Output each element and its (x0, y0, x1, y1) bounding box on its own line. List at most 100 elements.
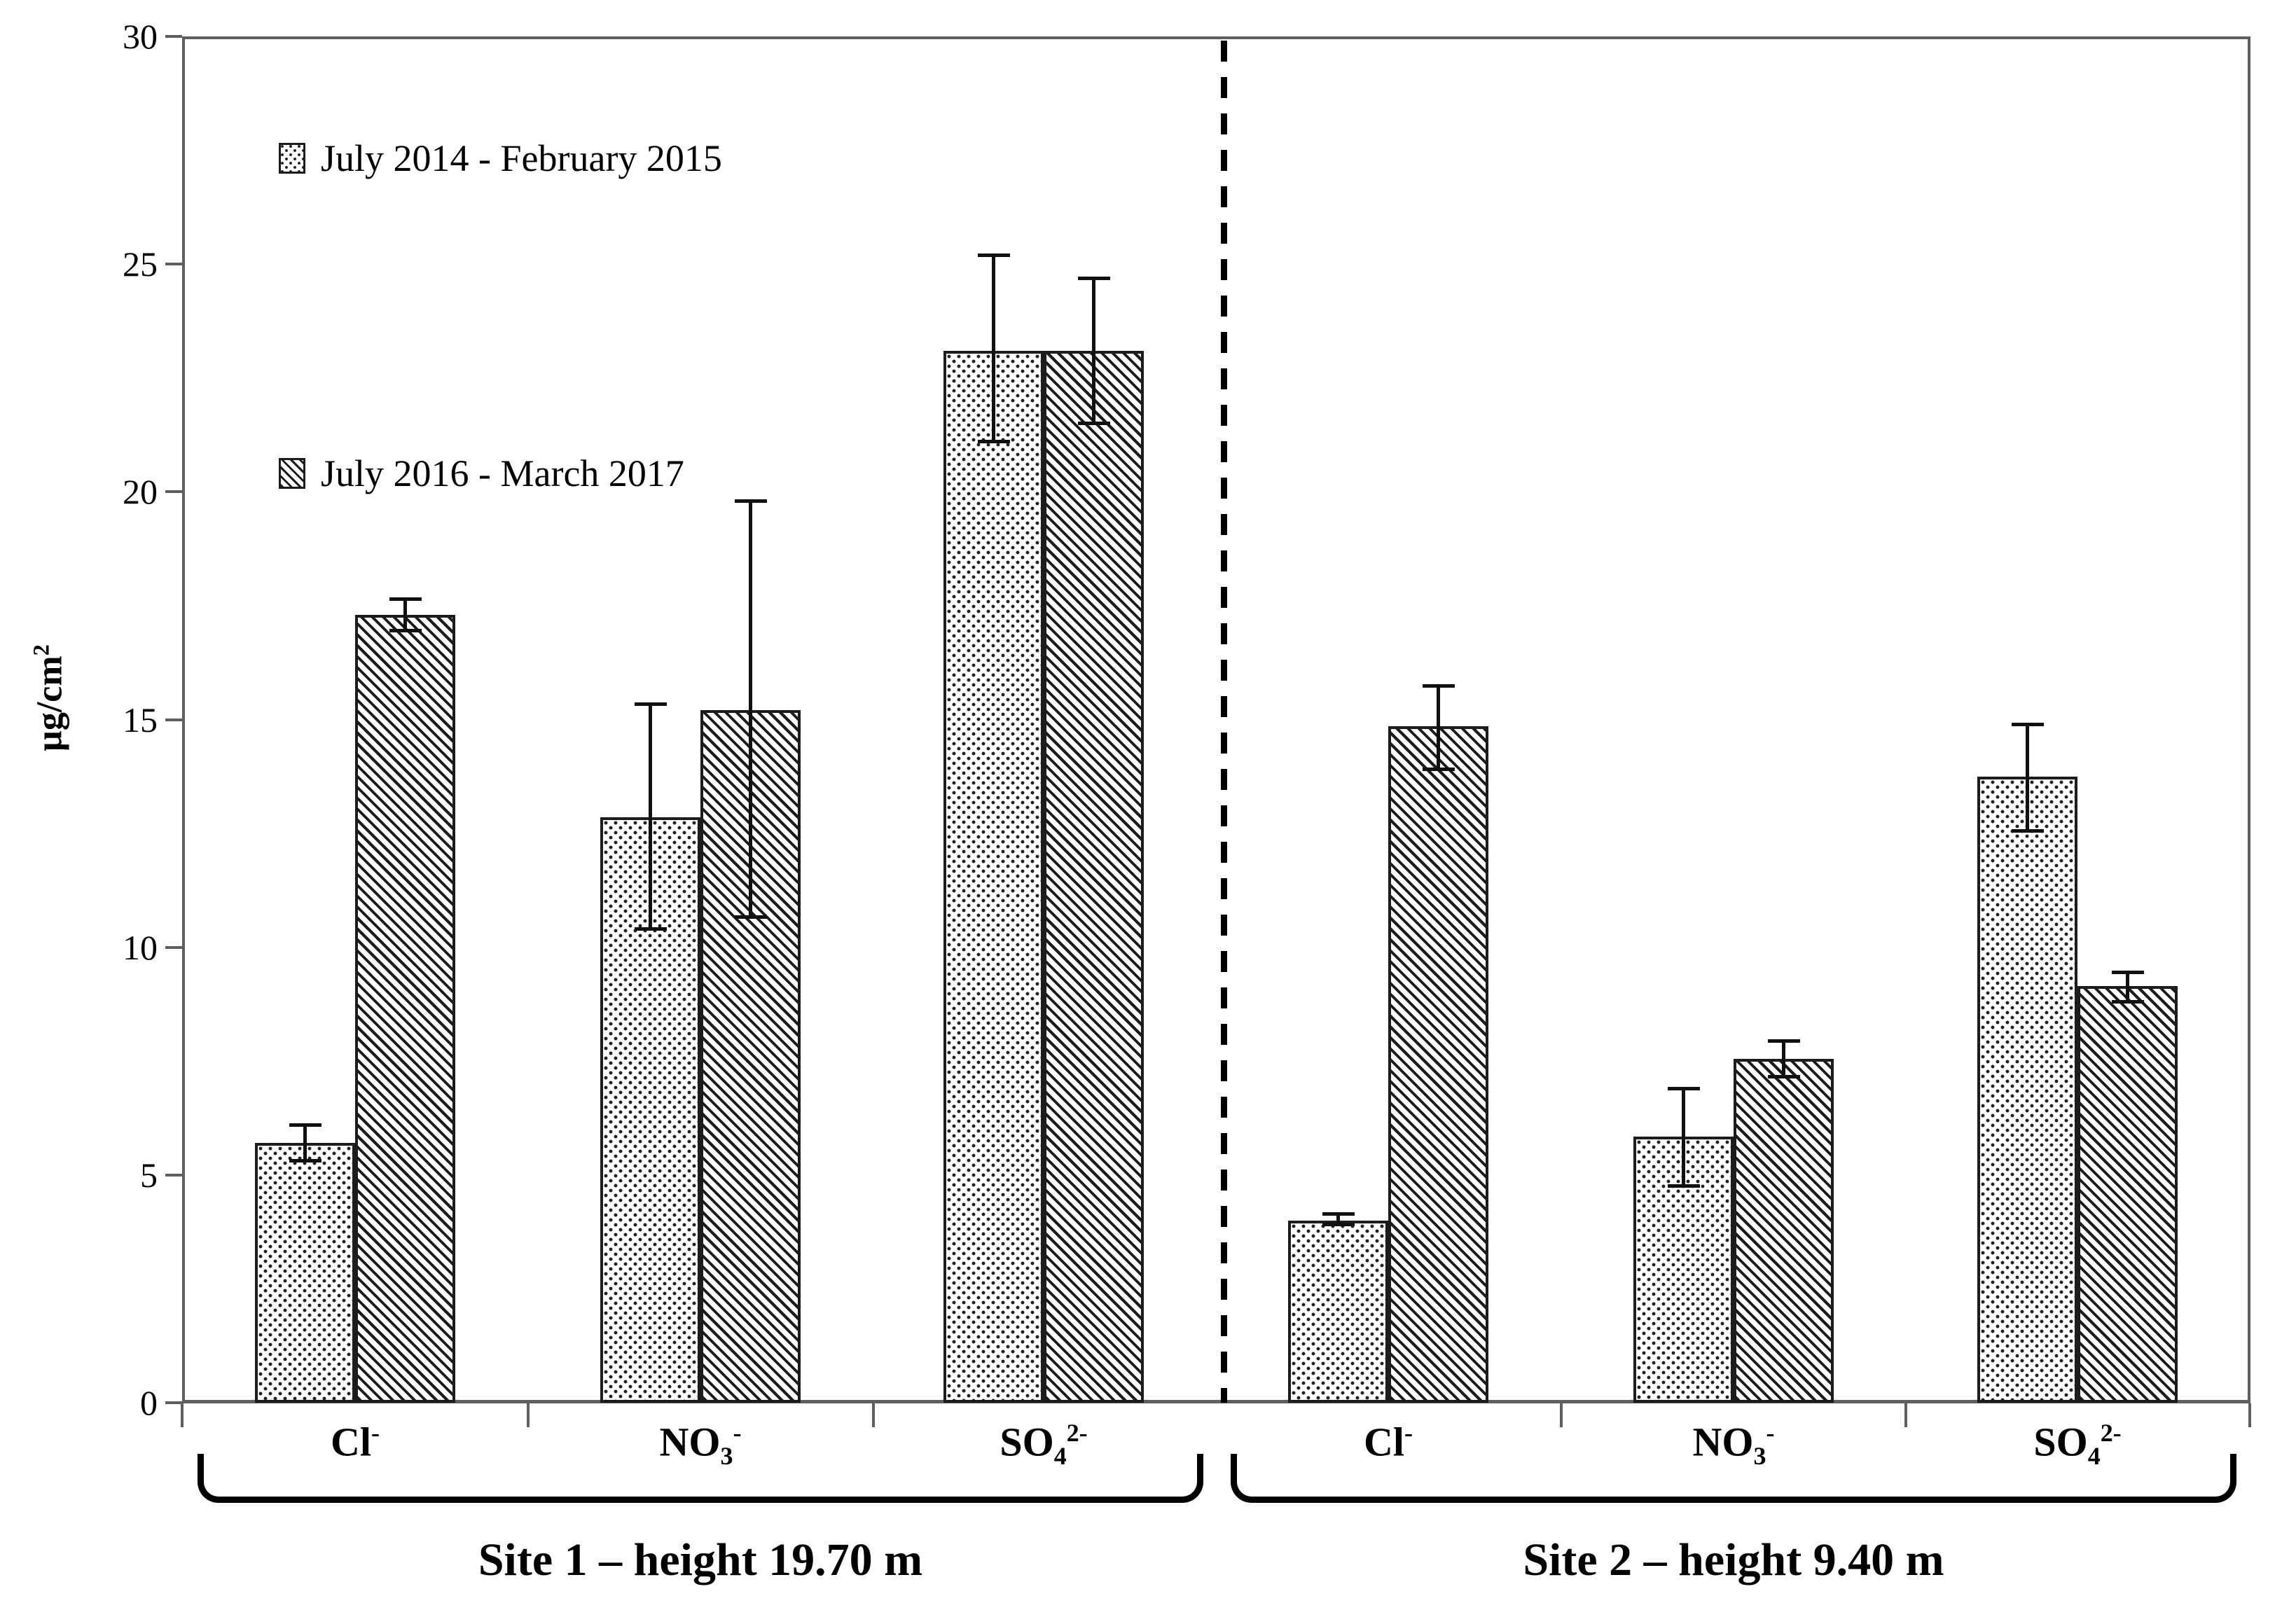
ion-symbol: SO (2033, 1419, 2088, 1465)
y-axis-tick (165, 945, 182, 949)
error-bar-cap-bottom (389, 628, 422, 632)
error-bar-line (749, 501, 752, 918)
ion-subscript: 3 (720, 1441, 733, 1470)
ion-subscript: 4 (1053, 1441, 1067, 1470)
error-bar-cap-bottom (1422, 768, 1455, 772)
error-bar-line (1782, 1040, 1785, 1077)
category-label-SO42-: SO42- (2033, 1410, 2121, 1478)
y-axis-tick (165, 263, 182, 266)
error-bar-line (1682, 1088, 1685, 1187)
y-axis-tick (165, 718, 182, 721)
error-bar-cap-bottom (1322, 1223, 1355, 1227)
x-axis-tick (1559, 1403, 1563, 1427)
ion-superscript: 2- (1066, 1419, 1088, 1447)
error-bar-line (992, 255, 995, 442)
site2-label: Site 2 – height 9.40 m (1523, 1534, 1944, 1585)
error-bar-cap-bottom (2111, 999, 2144, 1004)
ion-superscript: - (1766, 1419, 1775, 1447)
y-axis-tick (165, 35, 182, 38)
category-label-NO3-: NO3- (660, 1410, 742, 1478)
bar-2016-SO42- (2077, 985, 2178, 1403)
error-bar-cap-top (1077, 276, 1110, 280)
error-bar-line (1437, 685, 1440, 770)
y-axis-tick-label: 10 (123, 927, 158, 967)
ion-symbol: SO (1000, 1419, 1054, 1465)
error-bar-cap-top (734, 499, 767, 504)
x-axis-tick (1904, 1403, 1907, 1427)
ion-symbol: Cl (331, 1419, 372, 1465)
y-axis-tick-label: 0 (140, 1383, 158, 1422)
error-bar-cap-bottom (1667, 1184, 1700, 1188)
bar-2016-NO3- (1734, 1058, 1834, 1403)
x-axis-tick (2248, 1403, 2251, 1427)
y-axis-title: µg/cm2 (21, 558, 69, 838)
legend-swatch-hatch-icon (279, 458, 305, 489)
legend-label-2016-2017: July 2016 - March 2017 (321, 452, 684, 494)
bar-2014-Cl- (1288, 1220, 1388, 1403)
legend-item-2016-2017: July 2016 - March 2017 (279, 452, 684, 494)
error-bar-cap-top (1767, 1039, 1800, 1043)
y-axis-title-sup: 2 (28, 644, 54, 656)
error-bar-cap-top (1322, 1212, 1355, 1216)
ion-symbol: NO (1692, 1419, 1754, 1465)
error-bar-cap-top (2011, 723, 2044, 726)
y-axis-tick-label: 30 (123, 17, 158, 56)
error-bar-line (1092, 277, 1095, 424)
ion-subscript: 4 (2087, 1441, 2101, 1470)
x-axis-tick (526, 1403, 530, 1427)
error-bar-cap-bottom (2011, 828, 2044, 833)
y-axis-tick-label: 20 (123, 472, 158, 512)
error-bar-cap-bottom (634, 927, 667, 931)
error-bar-cap-top (977, 254, 1010, 258)
error-bar-line (403, 599, 407, 631)
ion-superscript: - (371, 1419, 380, 1447)
category-label-Cl-: Cl- (331, 1410, 380, 1464)
error-bar-line (649, 703, 652, 929)
error-bar-cap-bottom (1077, 421, 1110, 425)
y-axis-tick-label: 25 (123, 244, 158, 284)
bar-2014-SO42- (1977, 776, 2077, 1403)
plot-area (182, 36, 2250, 1403)
bar-2014-SO42- (943, 350, 1044, 1403)
bar-2016-Cl- (1388, 726, 1488, 1403)
ion-superscript: 2- (2100, 1419, 2122, 1447)
x-axis-tick (871, 1403, 875, 1427)
error-bar-cap-bottom (977, 439, 1010, 443)
error-bar-cap-top (1667, 1087, 1700, 1091)
y-axis-tick-label: 5 (140, 1155, 158, 1195)
bar-2016-NO3- (700, 710, 801, 1403)
category-label-SO42-: SO42- (1000, 1410, 1087, 1478)
error-bar-cap-top (389, 597, 422, 602)
y-axis-tick-label: 15 (123, 700, 158, 740)
legend-item-2014-2015: July 2014 - February 2015 (279, 137, 722, 179)
site2-bracket (1231, 1454, 2236, 1503)
error-bar-cap-top (2111, 971, 2144, 975)
bar-2016-Cl- (355, 614, 455, 1403)
legend-label-2014-2015: July 2014 - February 2015 (321, 137, 722, 179)
y-axis-tick (165, 1173, 182, 1177)
ion-symbol: Cl (1364, 1419, 1405, 1465)
error-bar-cap-top (1422, 683, 1455, 688)
error-bar-cap-bottom (289, 1159, 321, 1163)
category-label-NO3-: NO3- (1693, 1410, 1775, 1478)
ion-superscript: - (733, 1419, 742, 1447)
legend-swatch-dots-icon (279, 143, 305, 174)
error-bar-line (303, 1125, 307, 1162)
error-bar-cap-bottom (734, 915, 767, 919)
bar-2014-Cl- (255, 1143, 355, 1403)
category-label-Cl-: Cl- (1364, 1410, 1413, 1464)
error-bar-cap-top (634, 702, 667, 706)
error-bar-line (2126, 972, 2129, 1002)
ion-symbol: NO (659, 1419, 721, 1465)
bar-2016-SO42- (1044, 350, 1144, 1403)
error-bar-line (1336, 1214, 1340, 1226)
x-axis-tick (181, 1403, 184, 1427)
y-axis-tick (165, 1401, 182, 1404)
y-axis-tick (165, 490, 182, 494)
site-separator-dashed-line (1221, 41, 1227, 1403)
error-bar-cap-bottom (1767, 1075, 1800, 1078)
ion-subscript: 3 (1753, 1441, 1766, 1470)
site1-bracket (198, 1454, 1203, 1503)
error-bar-line (2026, 724, 2029, 831)
